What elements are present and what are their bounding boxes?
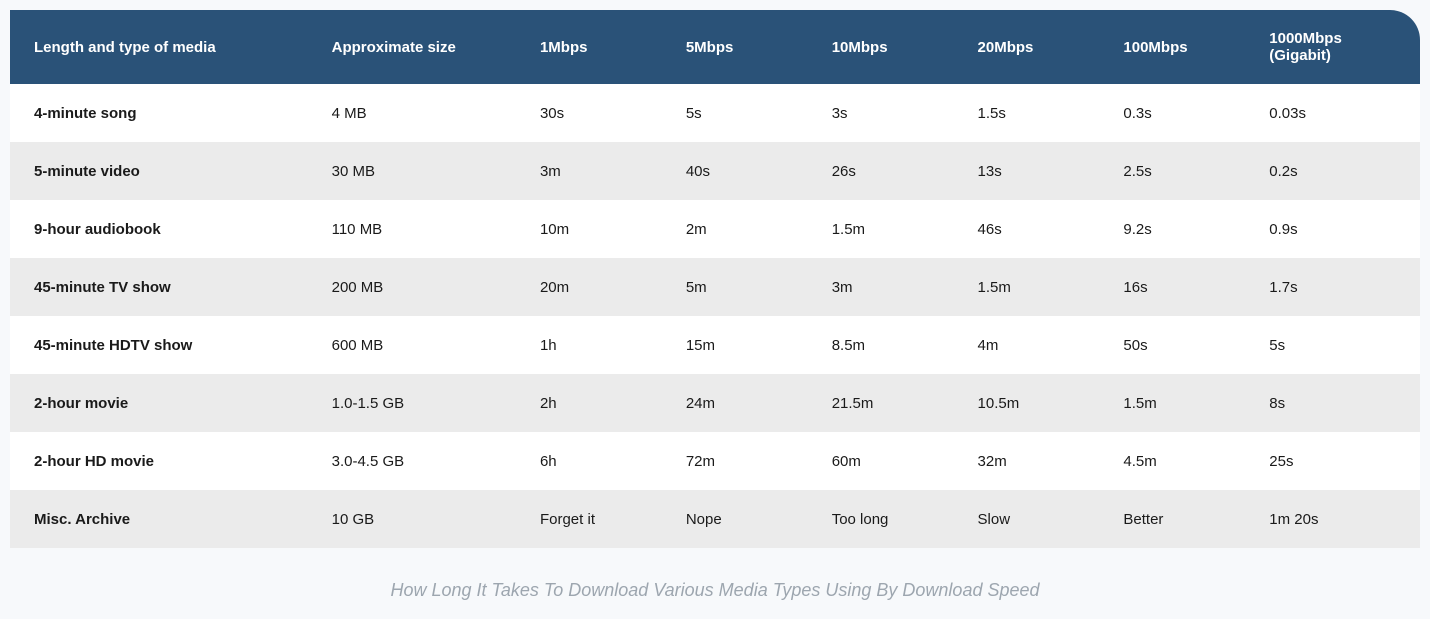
cell-20mbps: 13s bbox=[962, 142, 1108, 200]
cell-20mbps: 32m bbox=[962, 432, 1108, 490]
cell-1mbps: 2h bbox=[524, 374, 670, 432]
cell-1mbps: 30s bbox=[524, 84, 670, 142]
table-row: Misc. Archive 10 GB Forget it Nope Too l… bbox=[10, 490, 1420, 548]
cell-100mbps: 2.5s bbox=[1107, 142, 1253, 200]
table-row: 9-hour audiobook 110 MB 10m 2m 1.5m 46s … bbox=[10, 200, 1420, 258]
table-row: 2-hour movie 1.0-1.5 GB 2h 24m 21.5m 10.… bbox=[10, 374, 1420, 432]
cell-1000mbps: 1.7s bbox=[1253, 258, 1420, 316]
col-header-1mbps: 1Mbps bbox=[524, 10, 670, 84]
cell-100mbps: Better bbox=[1107, 490, 1253, 548]
cell-100mbps: 4.5m bbox=[1107, 432, 1253, 490]
cell-100mbps: 0.3s bbox=[1107, 84, 1253, 142]
table-row: 45-minute TV show 200 MB 20m 5m 3m 1.5m … bbox=[10, 258, 1420, 316]
cell-1000mbps: 8s bbox=[1253, 374, 1420, 432]
download-speed-table-container: Length and type of media Approximate siz… bbox=[10, 10, 1420, 601]
cell-100mbps: 50s bbox=[1107, 316, 1253, 374]
cell-size: 4 MB bbox=[316, 84, 524, 142]
cell-1000mbps: 0.9s bbox=[1253, 200, 1420, 258]
cell-size: 200 MB bbox=[316, 258, 524, 316]
cell-media: 2-hour movie bbox=[10, 374, 316, 432]
col-header-100mbps: 100Mbps bbox=[1107, 10, 1253, 84]
cell-100mbps: 9.2s bbox=[1107, 200, 1253, 258]
cell-1mbps: Forget it bbox=[524, 490, 670, 548]
cell-media: 45-minute TV show bbox=[10, 258, 316, 316]
col-header-20mbps: 20Mbps bbox=[962, 10, 1108, 84]
table-header-row: Length and type of media Approximate siz… bbox=[10, 10, 1420, 84]
cell-size: 1.0-1.5 GB bbox=[316, 374, 524, 432]
table-body: 4-minute song 4 MB 30s 5s 3s 1.5s 0.3s 0… bbox=[10, 84, 1420, 548]
table-row: 2-hour HD movie 3.0-4.5 GB 6h 72m 60m 32… bbox=[10, 432, 1420, 490]
cell-20mbps: 1.5s bbox=[962, 84, 1108, 142]
cell-size: 10 GB bbox=[316, 490, 524, 548]
cell-1000mbps: 5s bbox=[1253, 316, 1420, 374]
cell-5mbps: Nope bbox=[670, 490, 816, 548]
cell-media: Misc. Archive bbox=[10, 490, 316, 548]
cell-10mbps: Too long bbox=[816, 490, 962, 548]
cell-20mbps: Slow bbox=[962, 490, 1108, 548]
cell-1000mbps: 1m 20s bbox=[1253, 490, 1420, 548]
cell-1mbps: 1h bbox=[524, 316, 670, 374]
col-header-10mbps: 10Mbps bbox=[816, 10, 962, 84]
cell-5mbps: 2m bbox=[670, 200, 816, 258]
cell-20mbps: 4m bbox=[962, 316, 1108, 374]
col-header-1000mbps: 1000Mbps (Gigabit) bbox=[1253, 10, 1420, 84]
cell-media: 45-minute HDTV show bbox=[10, 316, 316, 374]
col-header-size: Approximate size bbox=[316, 10, 524, 84]
col-header-media: Length and type of media bbox=[10, 10, 316, 84]
cell-20mbps: 1.5m bbox=[962, 258, 1108, 316]
cell-5mbps: 72m bbox=[670, 432, 816, 490]
cell-size: 110 MB bbox=[316, 200, 524, 258]
cell-media: 4-minute song bbox=[10, 84, 316, 142]
cell-5mbps: 5m bbox=[670, 258, 816, 316]
cell-10mbps: 60m bbox=[816, 432, 962, 490]
cell-size: 30 MB bbox=[316, 142, 524, 200]
cell-media: 2-hour HD movie bbox=[10, 432, 316, 490]
table-row: 4-minute song 4 MB 30s 5s 3s 1.5s 0.3s 0… bbox=[10, 84, 1420, 142]
cell-10mbps: 3s bbox=[816, 84, 962, 142]
cell-media: 5-minute video bbox=[10, 142, 316, 200]
cell-5mbps: 24m bbox=[670, 374, 816, 432]
cell-size: 600 MB bbox=[316, 316, 524, 374]
cell-1mbps: 20m bbox=[524, 258, 670, 316]
cell-size: 3.0-4.5 GB bbox=[316, 432, 524, 490]
cell-20mbps: 46s bbox=[962, 200, 1108, 258]
cell-10mbps: 21.5m bbox=[816, 374, 962, 432]
table-row: 5-minute video 30 MB 3m 40s 26s 13s 2.5s… bbox=[10, 142, 1420, 200]
cell-100mbps: 16s bbox=[1107, 258, 1253, 316]
cell-10mbps: 8.5m bbox=[816, 316, 962, 374]
cell-10mbps: 26s bbox=[816, 142, 962, 200]
cell-1mbps: 3m bbox=[524, 142, 670, 200]
cell-5mbps: 5s bbox=[670, 84, 816, 142]
cell-5mbps: 15m bbox=[670, 316, 816, 374]
col-header-5mbps: 5Mbps bbox=[670, 10, 816, 84]
cell-10mbps: 1.5m bbox=[816, 200, 962, 258]
cell-media: 9-hour audiobook bbox=[10, 200, 316, 258]
cell-100mbps: 1.5m bbox=[1107, 374, 1253, 432]
cell-20mbps: 10.5m bbox=[962, 374, 1108, 432]
cell-1mbps: 6h bbox=[524, 432, 670, 490]
cell-1000mbps: 25s bbox=[1253, 432, 1420, 490]
table-caption: How Long It Takes To Download Various Me… bbox=[10, 580, 1420, 601]
download-speed-table: Length and type of media Approximate siz… bbox=[10, 10, 1420, 548]
table-row: 45-minute HDTV show 600 MB 1h 15m 8.5m 4… bbox=[10, 316, 1420, 374]
cell-1mbps: 10m bbox=[524, 200, 670, 258]
cell-1000mbps: 0.03s bbox=[1253, 84, 1420, 142]
cell-10mbps: 3m bbox=[816, 258, 962, 316]
cell-1000mbps: 0.2s bbox=[1253, 142, 1420, 200]
cell-5mbps: 40s bbox=[670, 142, 816, 200]
